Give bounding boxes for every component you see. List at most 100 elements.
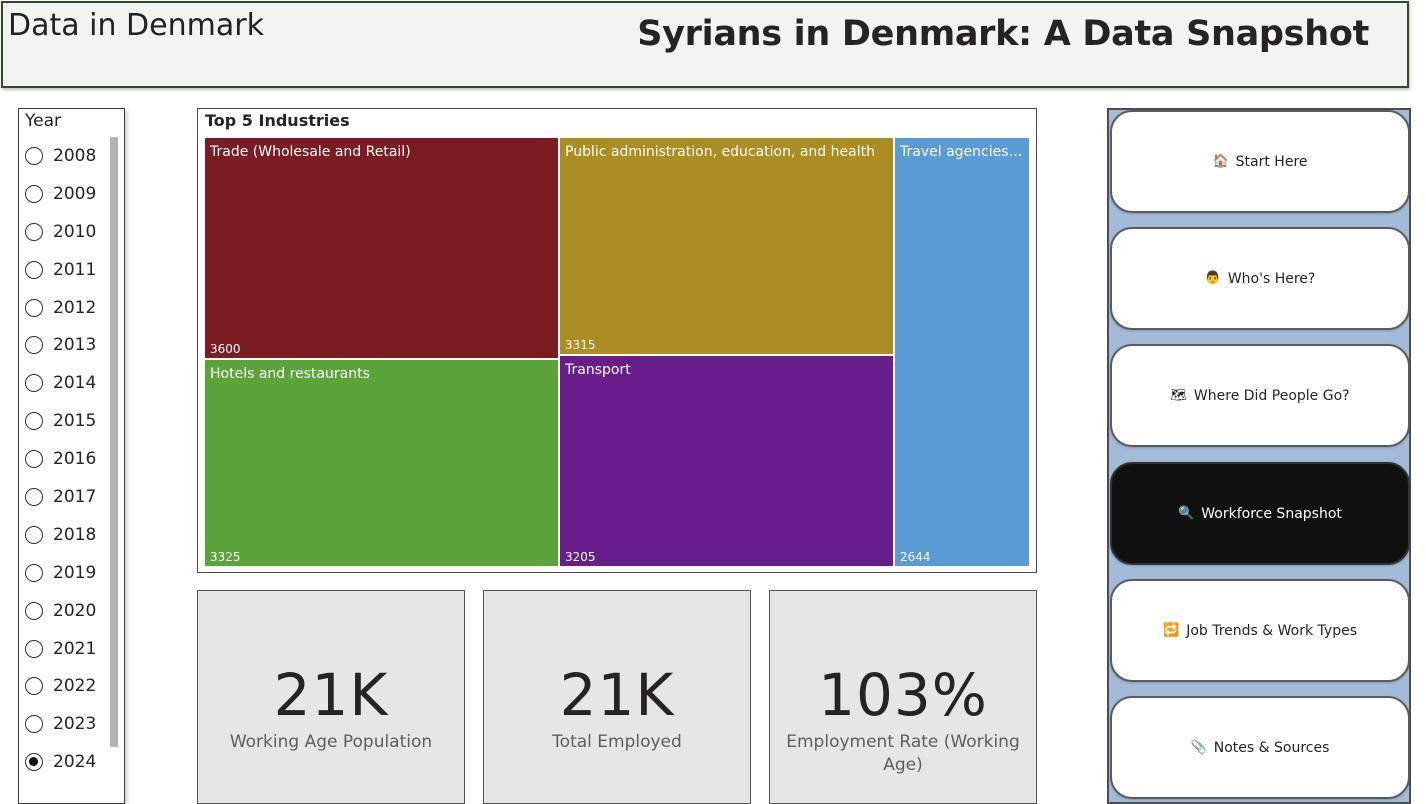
tile-value: 3315 xyxy=(565,338,596,352)
slicer-scrollbar[interactable] xyxy=(110,137,118,747)
kpi-working-age-population: 21K Working Age Population xyxy=(197,590,465,804)
nav-button-notes-sources[interactable]: 📎 Notes & Sources xyxy=(1110,696,1410,799)
radio-button[interactable] xyxy=(25,374,43,393)
year-option-label: 2010 xyxy=(53,221,97,242)
treemap-tile[interactable]: Transport 3205 xyxy=(559,355,894,567)
kpi-label: Employment Rate (Working Age) xyxy=(786,732,1020,775)
radio-button[interactable] xyxy=(25,184,43,203)
nav-button-start-here[interactable]: 🏠 Start Here xyxy=(1110,110,1410,213)
kpi-label: Working Age Population xyxy=(229,732,433,752)
nav-button-workforce-snapshot[interactable]: 🔍 Workforce Snapshot xyxy=(1110,462,1410,565)
person-icon: 👨 xyxy=(1204,271,1221,286)
tile-label: Public administration, education, and he… xyxy=(565,144,875,160)
year-option-2014[interactable]: 2014 xyxy=(25,364,96,402)
tile-value: 3205 xyxy=(565,550,596,564)
radio-button[interactable] xyxy=(25,412,43,431)
radio-button[interactable] xyxy=(25,146,43,165)
treemap-tile[interactable]: Trade (Wholesale and Retail) 3600 xyxy=(204,137,559,359)
top-industries-treemap: Top 5 Industries Trade (Wholesale and Re… xyxy=(197,108,1037,573)
year-option-2013[interactable]: 2013 xyxy=(25,326,96,364)
year-option-label: 2021 xyxy=(53,638,97,659)
brand-title: Data in Denmark xyxy=(8,8,264,43)
tile-value: 2644 xyxy=(900,550,931,564)
year-option-2021[interactable]: 2021 xyxy=(25,630,96,668)
nav-button-where-did-people-go[interactable]: 🗺 Where Did People Go? xyxy=(1110,344,1410,447)
year-slicer: Year 2008 2009 2010 2011 2012 2013 2014 2015 201… xyxy=(18,108,125,804)
year-option-label: 2009 xyxy=(53,183,97,204)
nav-button-label: Where Did People Go? xyxy=(1193,387,1350,404)
year-option-2022[interactable]: 2022 xyxy=(25,667,96,705)
year-option-label: 2012 xyxy=(53,297,97,318)
year-option-label: 2020 xyxy=(53,600,97,621)
year-option-label: 2024 xyxy=(53,752,97,773)
year-option-2024[interactable]: 2024 xyxy=(25,743,96,781)
nav-button-job-trends[interactable]: 🔁 Job Trends & Work Types xyxy=(1110,579,1410,682)
radio-button[interactable] xyxy=(25,753,43,772)
radio-button[interactable] xyxy=(25,222,43,241)
header-banner: Data in Denmark Syrians in Denmark: A Da… xyxy=(1,1,1409,88)
nav-button-label: Notes & Sources xyxy=(1213,739,1330,756)
year-option-label: 2014 xyxy=(53,373,97,394)
radio-button[interactable] xyxy=(25,298,43,317)
year-option-2016[interactable]: 2016 xyxy=(25,440,96,478)
treemap-tile[interactable]: Public administration, education, and he… xyxy=(559,137,894,355)
treemap-title: Top 5 Industries xyxy=(205,111,350,130)
year-option-2011[interactable]: 2011 xyxy=(25,251,96,289)
nav-panel xyxy=(1107,108,1411,804)
nav-button-label: Start Here xyxy=(1235,153,1308,170)
paperclip-icon: 📎 xyxy=(1190,740,1207,755)
radio-button[interactable] xyxy=(25,336,43,355)
radio-button[interactable] xyxy=(25,677,43,696)
radio-button[interactable] xyxy=(25,639,43,658)
radio-button[interactable] xyxy=(25,487,43,506)
year-option-2012[interactable]: 2012 xyxy=(25,289,96,327)
year-option-2015[interactable]: 2015 xyxy=(25,402,96,440)
slicer-title: Year xyxy=(25,111,61,131)
year-option-2019[interactable]: 2019 xyxy=(25,554,96,592)
year-option-label: 2015 xyxy=(53,411,97,432)
nav-button-label: Workforce Snapshot xyxy=(1201,505,1342,522)
year-option-label: 2016 xyxy=(53,449,97,470)
year-option-label: 2008 xyxy=(53,145,97,166)
repeat-icon: 🔁 xyxy=(1163,623,1180,638)
year-option-2008[interactable]: 2008 xyxy=(25,137,96,175)
year-option-label: 2019 xyxy=(53,562,97,583)
kpi-value: 21K xyxy=(559,661,675,729)
radio-button[interactable] xyxy=(25,563,43,582)
kpi-value: 103% xyxy=(818,661,988,729)
year-option-label: 2022 xyxy=(53,676,97,697)
radio-button[interactable] xyxy=(25,715,43,734)
year-option-2017[interactable]: 2017 xyxy=(25,478,96,516)
year-option-label: 2011 xyxy=(53,259,97,280)
year-option-2009[interactable]: 2009 xyxy=(25,175,96,213)
treemap-tile[interactable]: Hotels and restaurants 3325 xyxy=(204,359,559,567)
radio-button[interactable] xyxy=(25,260,43,279)
year-option-label: 2018 xyxy=(53,524,97,545)
radio-button[interactable] xyxy=(25,450,43,469)
year-option-label: 2017 xyxy=(53,486,97,507)
year-option-2010[interactable]: 2010 xyxy=(25,213,96,251)
year-option-2018[interactable]: 2018 xyxy=(25,516,96,554)
tile-value: 3600 xyxy=(210,342,241,356)
kpi-label: Total Employed xyxy=(552,732,682,752)
nav-button-whos-here[interactable]: 👨 Who's Here? xyxy=(1110,227,1410,330)
house-icon: 🏠 xyxy=(1212,154,1229,169)
slicer-options: 2008 2009 2010 2011 2012 2013 2014 2015 2016 2017… xyxy=(25,137,96,781)
tile-label: Trade (Wholesale and Retail) xyxy=(210,144,411,160)
map-icon: 🗺 xyxy=(1170,388,1187,403)
magnifier-icon: 🔍 xyxy=(1178,506,1195,521)
kpi-employment-rate: 103% Employment Rate (Working Age) xyxy=(769,590,1037,804)
tile-label: Hotels and restaurants xyxy=(210,366,370,382)
tile-value: 3325 xyxy=(210,550,241,564)
kpi-total-employed: 21K Total Employed xyxy=(483,590,751,804)
year-option-2020[interactable]: 2020 xyxy=(25,592,96,630)
nav-button-label: Job Trends & Work Types xyxy=(1186,622,1357,639)
nav-button-label: Who's Here? xyxy=(1227,270,1316,287)
radio-button[interactable] xyxy=(25,601,43,620)
kpi-value: 21K xyxy=(273,661,389,729)
year-option-2023[interactable]: 2023 xyxy=(25,705,96,743)
tile-label: Travel agencies, c... xyxy=(900,144,1025,160)
radio-button[interactable] xyxy=(25,525,43,544)
treemap-tile[interactable]: Travel agencies, c... 2644 xyxy=(894,137,1030,567)
year-option-label: 2023 xyxy=(53,714,97,735)
